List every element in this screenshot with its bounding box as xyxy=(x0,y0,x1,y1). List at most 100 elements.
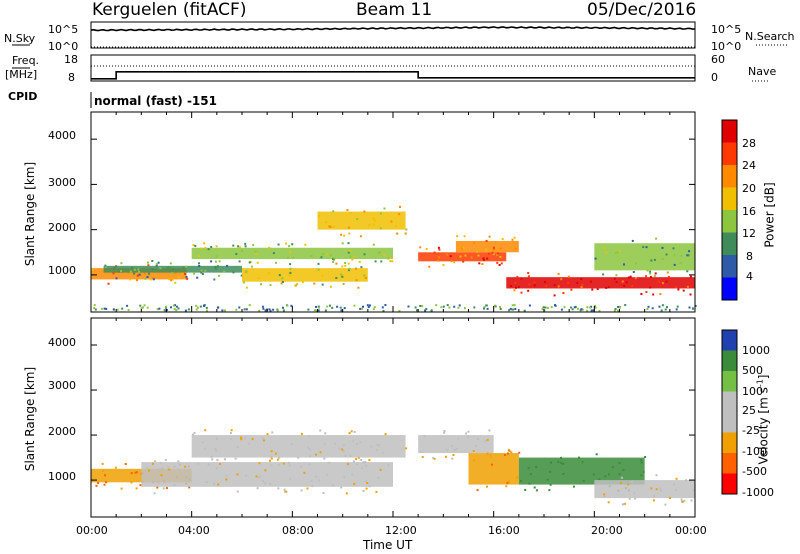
power-cell xyxy=(267,272,270,275)
velocity-cell xyxy=(217,483,220,486)
power-cell xyxy=(216,306,219,309)
power-cell xyxy=(673,263,676,266)
velocity-cell xyxy=(351,473,354,476)
power-cell xyxy=(421,305,424,308)
power-cell xyxy=(244,245,247,248)
power-cell xyxy=(428,265,431,268)
power-cell xyxy=(482,257,485,260)
power-cell xyxy=(661,258,664,261)
velocity-cell xyxy=(506,482,509,484)
power-cell xyxy=(137,268,140,271)
power-cell xyxy=(347,262,350,265)
velocity-cell xyxy=(230,438,233,440)
power-cell xyxy=(322,253,325,256)
velocity-cell xyxy=(334,442,336,445)
velocity-band xyxy=(468,453,519,485)
velocity-cell xyxy=(215,449,218,452)
power-cell xyxy=(347,269,350,272)
power-cell xyxy=(481,263,484,265)
power-cell xyxy=(366,304,369,307)
velocity-cell xyxy=(274,452,277,455)
power-cell xyxy=(215,267,217,270)
power-cell xyxy=(607,286,610,289)
power-cell xyxy=(603,246,606,249)
velocity-cell xyxy=(278,456,281,459)
power-cell xyxy=(257,277,260,280)
power-cell xyxy=(317,268,320,271)
velocity-cell xyxy=(467,430,470,433)
power-cell xyxy=(343,234,346,237)
power-cell xyxy=(686,270,689,273)
power-cell xyxy=(464,307,466,310)
power-cell xyxy=(661,304,664,307)
velocity-ytick: 2000 xyxy=(48,425,76,438)
power-cell xyxy=(336,305,339,308)
velocity-cell xyxy=(328,461,331,464)
velocity-cell xyxy=(550,461,552,464)
power-colorbar-frame xyxy=(721,119,738,301)
power-cell xyxy=(201,273,204,275)
velocity-cell xyxy=(300,489,303,492)
power-colorbar-cell xyxy=(722,142,737,165)
velocity-cell xyxy=(306,487,309,490)
power-cell xyxy=(158,307,161,310)
power-cell xyxy=(213,278,216,281)
power-colorbar-cell xyxy=(722,187,737,210)
power-cell xyxy=(623,263,625,266)
power-cell xyxy=(235,253,238,255)
power-cell xyxy=(373,306,376,309)
power-cell xyxy=(174,304,176,307)
velocity-cell xyxy=(344,454,347,457)
power-cell xyxy=(594,304,596,307)
power-cell xyxy=(195,304,198,307)
power-cell xyxy=(382,309,385,312)
freq-tick-top: 18 xyxy=(64,53,78,66)
power-cell xyxy=(399,205,401,208)
power-cell xyxy=(349,250,352,252)
power-cell xyxy=(289,251,292,254)
velocity-cell xyxy=(664,503,667,506)
velocity-cbar-tick: 500 xyxy=(742,364,763,377)
power-cell xyxy=(272,252,275,255)
power-cell xyxy=(425,308,428,311)
power-cell xyxy=(640,293,643,295)
power-cell xyxy=(501,238,504,241)
velocity-cell xyxy=(603,493,606,496)
power-cell xyxy=(462,247,465,250)
power-cell xyxy=(586,309,589,312)
velocity-cell xyxy=(285,490,288,493)
power-cell xyxy=(278,274,281,277)
power-cell xyxy=(390,220,393,223)
power-cell xyxy=(389,260,392,263)
power-cell xyxy=(416,309,418,312)
velocity-cell xyxy=(338,447,341,450)
power-cell xyxy=(324,309,327,312)
power-cell xyxy=(347,242,350,245)
power-cell xyxy=(619,306,621,309)
power-cell xyxy=(485,239,488,242)
power-colorbar-cell xyxy=(722,210,737,233)
power-cell xyxy=(398,309,401,312)
power-cell xyxy=(245,286,248,289)
velocity-cell xyxy=(355,458,358,461)
power-cell xyxy=(492,246,495,249)
power-colorbar-cell xyxy=(722,232,737,255)
power-cell xyxy=(372,217,375,220)
power-cell xyxy=(369,304,371,307)
velocity-cell xyxy=(193,431,196,434)
power-cell xyxy=(651,307,654,310)
power-cell xyxy=(146,306,149,309)
power-cell xyxy=(665,253,668,256)
velocity-cell xyxy=(277,487,280,490)
velocity-cell xyxy=(673,483,675,486)
velocity-cell xyxy=(528,482,531,485)
power-cell xyxy=(93,307,96,310)
power-cell xyxy=(621,280,624,283)
power-cell xyxy=(235,308,238,311)
velocity-cell xyxy=(135,471,138,474)
power-cell xyxy=(149,278,152,281)
power-cell xyxy=(372,223,375,226)
velocity-cell xyxy=(592,473,595,476)
velocity-cell xyxy=(177,468,180,471)
nsky-line xyxy=(90,26,696,32)
